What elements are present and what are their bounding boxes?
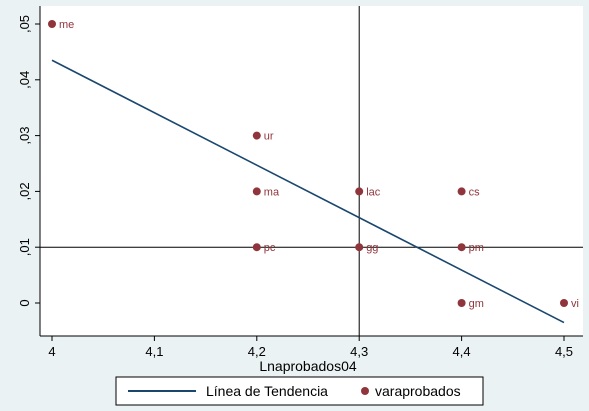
data-point bbox=[355, 187, 364, 196]
y-tick-label: ,03 bbox=[17, 127, 32, 145]
x-tick-label: 4 bbox=[48, 344, 55, 359]
y-tick-label: ,05 bbox=[17, 15, 32, 33]
data-point-label: me bbox=[59, 19, 74, 31]
legend-label-trend: Línea de Tendencia bbox=[206, 383, 328, 399]
y-tick-label: ,02 bbox=[17, 182, 32, 200]
x-axis-label: Lnaprobados04 bbox=[259, 358, 357, 374]
data-point bbox=[252, 243, 261, 252]
data-point-label: pm bbox=[469, 242, 484, 254]
x-tick-label: 4,3 bbox=[350, 344, 368, 359]
data-point bbox=[48, 20, 56, 28]
data-point-label: gg bbox=[366, 242, 378, 254]
legend-label-points: varaprobados bbox=[375, 383, 461, 399]
data-point-label: pc bbox=[264, 242, 276, 254]
data-point bbox=[457, 243, 466, 252]
data-point-label: vi bbox=[571, 298, 579, 310]
data-point bbox=[252, 187, 261, 196]
plot-area bbox=[40, 6, 583, 336]
data-point bbox=[457, 187, 466, 196]
y-tick-label: ,01 bbox=[17, 238, 32, 256]
y-tick-label: 0 bbox=[17, 299, 32, 306]
x-tick-label: 4,5 bbox=[555, 344, 573, 359]
trend-line bbox=[51, 59, 565, 324]
data-point bbox=[252, 131, 261, 140]
y-tick-label: ,04 bbox=[17, 71, 32, 89]
data-point-label: ur bbox=[264, 131, 274, 143]
data-point bbox=[355, 243, 364, 252]
x-tick-label: 4,4 bbox=[453, 344, 471, 359]
legend: Línea de Tendencia varaprobados bbox=[115, 376, 484, 406]
data-point bbox=[457, 299, 466, 307]
data-point-label: lac bbox=[366, 186, 381, 198]
legend-marker-swatch bbox=[361, 387, 369, 395]
data-point bbox=[560, 299, 568, 307]
data-point-label: ma bbox=[264, 186, 280, 198]
data-point-label: gm bbox=[469, 298, 484, 310]
data-point-label: cs bbox=[469, 186, 481, 198]
x-tick-label: 4,1 bbox=[145, 344, 163, 359]
x-tick-label: 4,2 bbox=[248, 344, 266, 359]
